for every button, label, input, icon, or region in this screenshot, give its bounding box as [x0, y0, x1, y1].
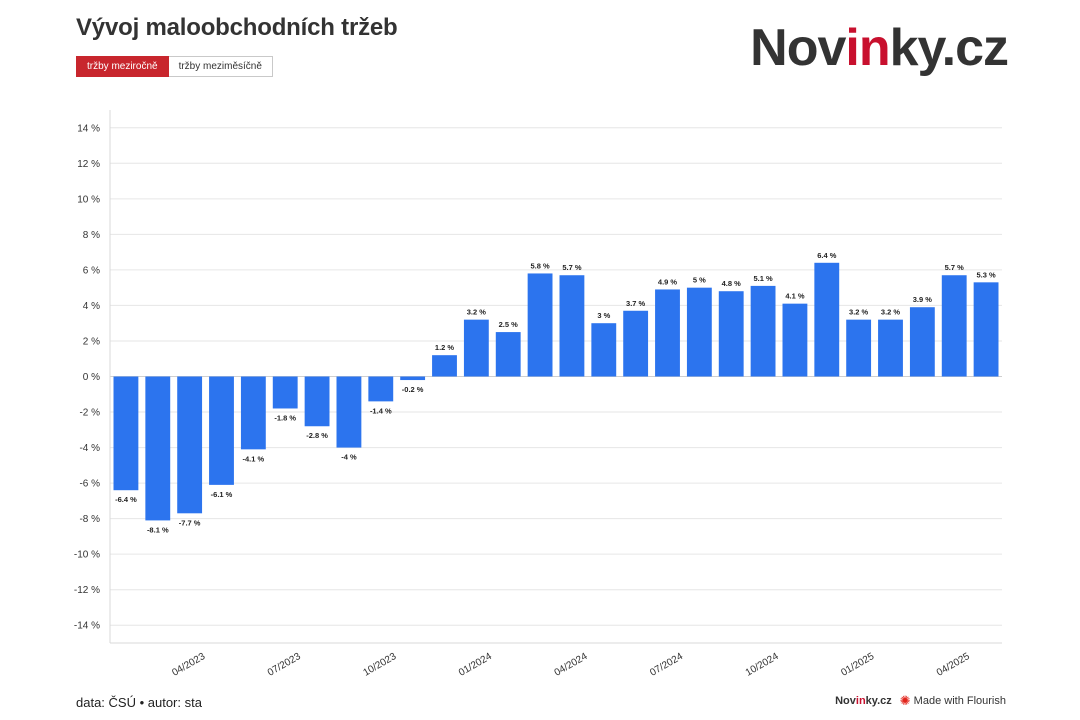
x-tick-label: 04/2025	[935, 651, 972, 679]
data-label: 4.8 %	[722, 279, 742, 288]
data-label: -6.1 %	[211, 490, 233, 499]
y-tick-label: -14 %	[74, 621, 100, 632]
data-label: 4.9 %	[658, 277, 678, 286]
footer-novinky-logo[interactable]: Novinky.cz	[835, 695, 892, 707]
bar	[495, 332, 521, 377]
bar	[718, 291, 744, 377]
view-tabs: tržby meziročně tržby meziměsíčně	[76, 56, 273, 77]
y-tick-label: 4 %	[83, 301, 100, 312]
logo-part-3: ky.cz	[889, 19, 1009, 77]
tab-yoy[interactable]: tržby meziročně	[76, 56, 169, 77]
bar	[240, 376, 266, 450]
bar	[814, 262, 840, 377]
x-tick-label: 10/2024	[744, 651, 781, 679]
y-tick-label: 0 %	[83, 372, 100, 383]
novinky-logo[interactable]: Novinky.cz	[750, 18, 1009, 78]
bar	[145, 376, 171, 521]
data-label: 5 %	[693, 276, 706, 285]
footer-logo-part-1: Nov	[835, 694, 856, 707]
data-label: 5.7 %	[945, 263, 965, 272]
y-tick-label: 10 %	[77, 194, 100, 205]
data-label: -2.8 %	[306, 431, 328, 440]
x-tick-label: 07/2024	[648, 651, 685, 679]
bar	[878, 319, 903, 377]
data-label: 3 %	[597, 311, 610, 320]
footer-logo-part-3: ky.cz	[865, 694, 892, 707]
data-label: -8.1 %	[147, 525, 169, 534]
data-label: 3.2 %	[467, 308, 487, 317]
footer-credits: Novinky.cz ✺ Made with Flourish	[835, 694, 1006, 707]
bar	[113, 376, 139, 491]
bar	[400, 376, 426, 381]
bar	[177, 376, 203, 514]
y-tick-label: -12 %	[74, 585, 100, 596]
bar	[432, 355, 457, 377]
y-tick-label: -4 %	[79, 443, 100, 454]
bar	[782, 303, 808, 377]
y-tick-label: 12 %	[77, 159, 100, 170]
bar	[909, 307, 935, 377]
x-tick-label: 10/2023	[361, 651, 398, 679]
tab-mom[interactable]: tržby meziměsíčně	[168, 56, 273, 77]
y-tick-label: -6 %	[79, 479, 100, 490]
bar	[527, 273, 553, 377]
bar	[973, 282, 999, 377]
y-tick-label: -10 %	[74, 550, 100, 561]
y-tick-label: 2 %	[83, 336, 100, 347]
bar	[336, 376, 362, 448]
bar	[591, 323, 617, 377]
flourish-link[interactable]: ✺ Made with Flourish	[900, 694, 1006, 707]
bar	[209, 376, 234, 485]
logo-part-1: Nov	[750, 19, 846, 77]
data-label: -6.4 %	[115, 495, 137, 504]
bar	[655, 289, 680, 377]
y-tick-label: 6 %	[83, 265, 100, 276]
bar	[272, 376, 298, 409]
data-label: 3.9 %	[913, 295, 933, 304]
data-label: -1.4 %	[370, 406, 392, 415]
data-label: 3.7 %	[626, 299, 646, 308]
data-label: 5.3 %	[976, 270, 996, 279]
x-tick-label: 07/2023	[266, 651, 303, 679]
bar	[846, 319, 872, 377]
data-label: 1.2 %	[435, 343, 455, 352]
bar	[750, 285, 776, 377]
y-tick-label: -2 %	[79, 408, 100, 419]
source-credit: data: ČSÚ • autor: sta	[76, 695, 202, 710]
bar	[368, 376, 394, 402]
data-label: -0.2 %	[402, 385, 424, 394]
x-tick-label: 04/2024	[553, 651, 590, 679]
data-label: 5.7 %	[562, 263, 582, 272]
data-label: -1.8 %	[274, 413, 296, 422]
data-label: 5.1 %	[753, 274, 773, 283]
data-label: -4.1 %	[243, 454, 265, 463]
data-label: 3.2 %	[881, 308, 901, 317]
data-label: -7.7 %	[179, 518, 201, 527]
data-label: 5.8 %	[530, 261, 550, 270]
bar	[463, 319, 489, 377]
y-tick-label: 8 %	[83, 230, 100, 241]
bar	[941, 275, 967, 377]
x-tick-label: 01/2025	[839, 651, 876, 679]
bar	[559, 275, 585, 377]
flourish-label: Made with Flourish	[913, 694, 1006, 707]
data-label: 2.5 %	[499, 320, 519, 329]
data-label: 3.2 %	[849, 308, 869, 317]
logo-part-2: in	[845, 19, 890, 77]
x-tick-label: 01/2024	[457, 651, 494, 679]
data-label: 6.4 %	[817, 251, 837, 260]
chart-title: Vývoj maloobchodních tržeb	[76, 14, 398, 41]
flourish-icon: ✺	[899, 693, 911, 708]
data-label: -4 %	[341, 453, 357, 462]
y-tick-label: -8 %	[79, 514, 100, 525]
bar	[304, 376, 330, 427]
bar	[686, 287, 712, 377]
data-label: 4.1 %	[785, 292, 805, 301]
x-tick-label: 04/2023	[170, 651, 207, 679]
bar	[623, 310, 649, 377]
y-tick-label: 14 %	[77, 123, 100, 134]
footer-logo-part-2: in	[855, 694, 866, 707]
